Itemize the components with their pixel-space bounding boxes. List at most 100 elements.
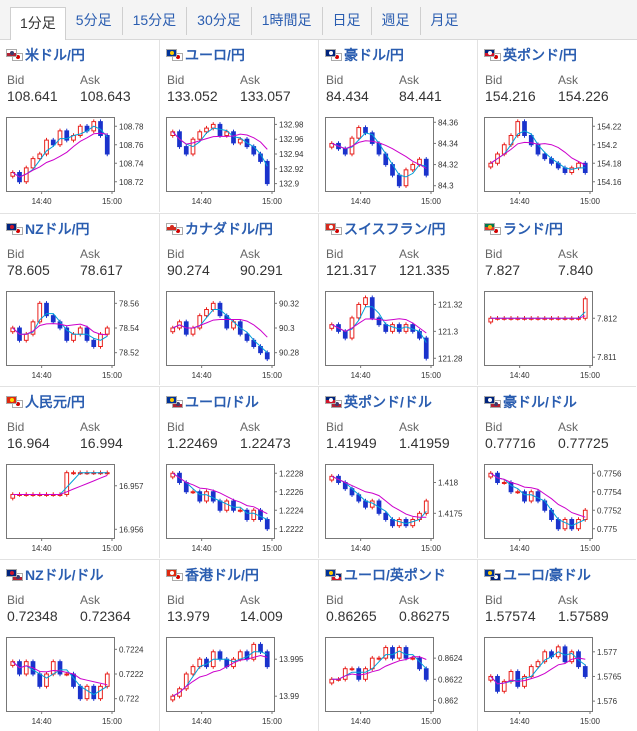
tab-3[interactable]: 30分足 bbox=[187, 7, 252, 35]
candle bbox=[356, 303, 362, 319]
tab-5[interactable]: 日足 bbox=[323, 7, 372, 35]
candle bbox=[396, 647, 402, 659]
candle bbox=[576, 651, 581, 668]
flag-au-icon bbox=[484, 396, 495, 404]
y-tick-label: 84.36 bbox=[438, 118, 459, 127]
ask-label: Ask bbox=[399, 420, 420, 434]
pair-link[interactable]: 人民元/円 bbox=[6, 392, 85, 412]
candle bbox=[244, 509, 250, 520]
y-tick-label: 132.9 bbox=[279, 180, 300, 189]
bid-label: Bid bbox=[485, 420, 503, 434]
x-tick-label: 15:00 bbox=[262, 371, 283, 380]
flag-eu-icon bbox=[484, 569, 495, 577]
y-tick-label: 90.32 bbox=[279, 299, 300, 308]
pair-link[interactable]: 豪ドル/ドル bbox=[484, 392, 577, 412]
x-tick-label: 14:40 bbox=[192, 717, 213, 726]
candle bbox=[488, 317, 494, 323]
pair-link[interactable]: カナダドル/円 bbox=[166, 219, 273, 239]
x-tick-label: 14:40 bbox=[510, 544, 531, 553]
pair-link[interactable]: ランド/円 bbox=[484, 219, 563, 239]
candle bbox=[91, 685, 97, 700]
flag-icon bbox=[325, 395, 343, 409]
candle bbox=[396, 519, 402, 527]
candle bbox=[57, 661, 63, 675]
flag-icon bbox=[166, 48, 184, 62]
candle bbox=[44, 673, 49, 687]
ma-long-line bbox=[490, 472, 586, 518]
candle bbox=[522, 121, 527, 136]
mini-chart: 16.956 16.957 14:40 15:00 bbox=[6, 462, 154, 554]
rate-card: 米ドル/円 Bid Ask 108.641 108.643 108.72 108.74 108… bbox=[0, 40, 159, 212]
pair-link[interactable]: 英ポンド/円 bbox=[484, 45, 577, 65]
y-tick-label: 0.775 bbox=[597, 525, 618, 534]
chart-frame bbox=[6, 464, 115, 539]
pair-link[interactable]: 英ポンド/ドル bbox=[325, 392, 432, 412]
pair-link[interactable]: 米ドル/円 bbox=[6, 45, 85, 65]
x-tick-label: 15:00 bbox=[262, 717, 283, 726]
candle bbox=[104, 135, 110, 155]
mini-chart: 154.16 154.18 154.2 154.22 14:40 15:00 bbox=[484, 115, 632, 207]
pair-link[interactable]: スイスフラン/円 bbox=[325, 219, 445, 239]
ask-label: Ask bbox=[80, 593, 101, 607]
y-tick-label: 1.418 bbox=[438, 479, 459, 488]
bid-label: Bid bbox=[485, 73, 503, 87]
bid-label: Bid bbox=[167, 593, 185, 607]
tab-7[interactable]: 月足 bbox=[430, 12, 459, 28]
candle bbox=[50, 315, 56, 323]
candle bbox=[376, 657, 382, 660]
y-tick-label: 154.16 bbox=[597, 178, 622, 187]
chart-frame bbox=[325, 291, 434, 366]
rate-card: NZドル/ドル Bid Ask 0.72348 0.72364 0.722 0.7222 0.… bbox=[0, 559, 159, 731]
rate-card: ユーロ/豪ドル Bid Ask 1.57574 1.57589 1.576 1.5765 1.… bbox=[477, 559, 636, 731]
pair-link[interactable]: ユーロ/英ポンド bbox=[325, 565, 446, 585]
bid-value: 0.77716 bbox=[485, 435, 536, 451]
ask-label: Ask bbox=[399, 73, 420, 87]
tab-1[interactable]: 5分足 bbox=[66, 7, 123, 35]
candle bbox=[396, 324, 402, 332]
candle bbox=[569, 519, 575, 530]
flag-jp-icon bbox=[12, 53, 23, 61]
ma-short-line bbox=[490, 130, 586, 170]
chart-svg: 1.576 1.5765 1.577 14:40 15:00 bbox=[484, 637, 622, 726]
ma-long-line bbox=[490, 141, 586, 166]
tab-2[interactable]: 15分足 bbox=[123, 7, 188, 35]
bid-label: Bid bbox=[7, 593, 25, 607]
candle bbox=[104, 327, 110, 335]
mini-chart: 1.4175 1.418 14:40 15:00 bbox=[325, 462, 473, 554]
candle bbox=[329, 475, 335, 481]
chart-svg: 84.3 84.32 84.34 84.36 14:40 15:00 bbox=[325, 117, 459, 206]
ma-long-line bbox=[331, 475, 427, 518]
flag-ca-icon bbox=[166, 223, 177, 231]
chart-svg: 13.99 13.995 14:40 15:00 bbox=[166, 637, 304, 726]
candle bbox=[84, 685, 90, 700]
y-tick-label: 7.812 bbox=[597, 314, 618, 323]
x-tick-label: 14:40 bbox=[32, 371, 53, 380]
tab-4[interactable]: 1時間足 bbox=[252, 7, 323, 35]
candle bbox=[183, 673, 189, 690]
pair-link[interactable]: NZドル/円 bbox=[6, 219, 90, 239]
candle bbox=[501, 680, 507, 692]
pair-link[interactable]: NZドル/ドル bbox=[6, 565, 104, 585]
pair-link[interactable]: 豪ドル/円 bbox=[325, 45, 404, 65]
candle bbox=[77, 685, 83, 700]
ask-value: 7.840 bbox=[558, 262, 594, 278]
tab-0[interactable]: 1分足 bbox=[10, 7, 66, 40]
pair-link[interactable]: ユーロ/ドル bbox=[166, 392, 259, 412]
candle bbox=[329, 678, 335, 684]
ma-long-line bbox=[12, 323, 108, 336]
pair-link[interactable]: ユーロ/円 bbox=[166, 45, 245, 65]
pair-link[interactable]: ユーロ/豪ドル bbox=[484, 565, 591, 585]
y-tick-label: 0.7754 bbox=[597, 488, 622, 497]
pair-name: ランド/円 bbox=[503, 221, 563, 237]
chart-svg: 0.722 0.7222 0.7224 14:40 15:00 bbox=[6, 637, 144, 726]
rate-card: 香港ドル/円 Bid Ask 13.979 14.009 13.99 13.995 14:40… bbox=[159, 559, 318, 731]
tab-6[interactable]: 週足 bbox=[372, 7, 421, 35]
candle bbox=[410, 164, 416, 171]
mini-chart: 132.9 132.92 132.94 132.96 132.98 14:40 15:00 bbox=[166, 115, 314, 207]
x-tick-label: 14:40 bbox=[192, 371, 213, 380]
ma-long-line bbox=[172, 319, 268, 338]
candle bbox=[71, 472, 76, 475]
pair-link[interactable]: 香港ドル/円 bbox=[166, 565, 259, 585]
y-tick-label: 0.8624 bbox=[438, 654, 463, 663]
bid-label: Bid bbox=[326, 73, 344, 87]
